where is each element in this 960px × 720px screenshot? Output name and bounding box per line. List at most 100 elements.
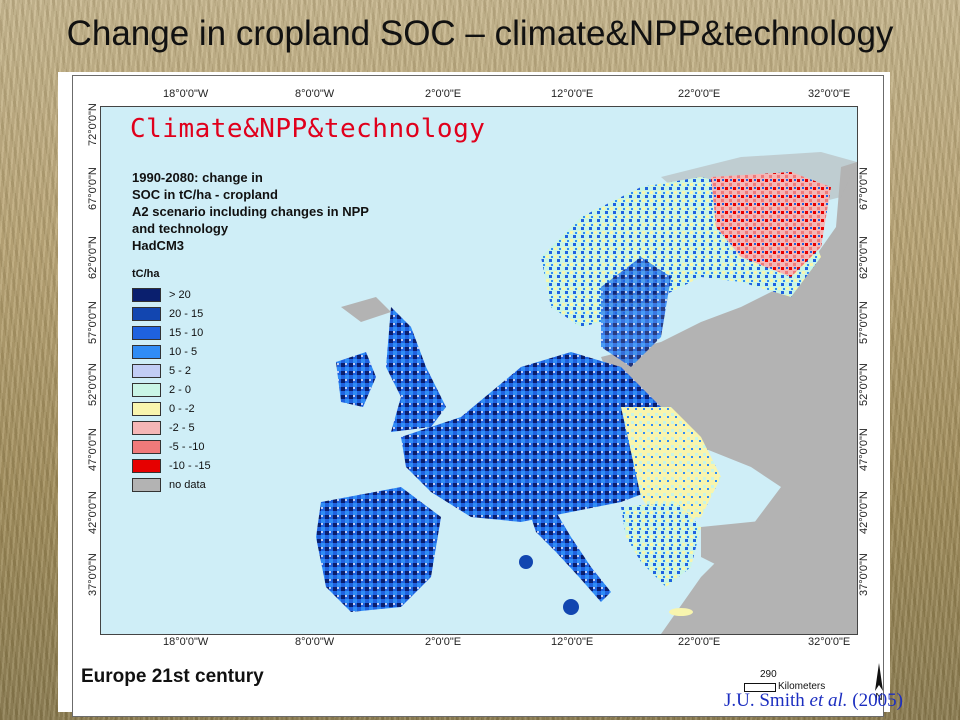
legend-item: no data bbox=[132, 475, 211, 494]
legend-item: -10 - -15 bbox=[132, 456, 211, 475]
lon-label-bottom: 32°0'0"E bbox=[808, 636, 851, 648]
legend-item: 20 - 15 bbox=[132, 304, 211, 323]
lon-label-top: 32°0'0"E bbox=[808, 88, 851, 100]
region-central-europe bbox=[401, 352, 681, 522]
legend-label: no data bbox=[169, 478, 206, 491]
legend-item: -5 - -10 bbox=[132, 437, 211, 456]
legend-label: -5 - -10 bbox=[169, 440, 205, 453]
lon-label-bottom: 8°0'0"W bbox=[295, 636, 335, 648]
citation-etal: et al. bbox=[809, 690, 848, 711]
region-eastern-europe bbox=[621, 407, 721, 527]
legend-swatch bbox=[132, 306, 161, 321]
legend-swatch bbox=[132, 439, 161, 454]
lat-label-left: 37°0'0"N bbox=[87, 553, 99, 596]
lat-label-right: 67°0'0"N bbox=[858, 167, 870, 210]
legend-label: -10 - -15 bbox=[169, 459, 211, 472]
lon-label-bottom: 12°0'0"E bbox=[551, 636, 594, 648]
legend-swatch bbox=[132, 325, 161, 340]
north-label: N bbox=[875, 692, 882, 701]
lat-label-left: 52°0'0"N bbox=[87, 363, 99, 406]
lon-label-bottom: 18°0'0"W bbox=[163, 636, 209, 648]
legend-title-line: SOC in tC/ha - cropland bbox=[132, 187, 278, 202]
scenario-label: Climate&NPP&technology bbox=[130, 114, 486, 144]
lat-label-right: 62°0'0"N bbox=[858, 236, 870, 279]
lat-label-right: 57°0'0"N bbox=[858, 301, 870, 344]
legend-item: 2 - 0 bbox=[132, 380, 211, 399]
slide-title: Change in cropland SOC – climate&NPP&tec… bbox=[66, 14, 894, 53]
region-iberia bbox=[316, 487, 441, 612]
lon-label-top: 22°0'0"E bbox=[678, 88, 721, 100]
legend-title-line: and technology bbox=[132, 221, 229, 236]
lat-label-left: 62°0'0"N bbox=[87, 236, 99, 279]
region-island bbox=[519, 555, 533, 569]
citation: J.U. Smith et al. (2005) bbox=[724, 690, 903, 712]
lat-label-left: 47°0'0"N bbox=[87, 428, 99, 471]
map-panel: 18°0'0"W 8°0'0"W 2°0'0"E 12°0'0"E 22°0'0… bbox=[58, 72, 890, 717]
legend-unit: tC/ha bbox=[132, 268, 160, 280]
map-frame: 18°0'0"W 8°0'0"W 2°0'0"E 12°0'0"E 22°0'0… bbox=[72, 75, 884, 717]
nodata-region-turkey bbox=[701, 517, 841, 577]
legend-label: 10 - 5 bbox=[169, 345, 198, 358]
scale-rect bbox=[744, 683, 776, 692]
legend-label: 0 - -2 bbox=[169, 402, 195, 415]
region-island bbox=[669, 608, 693, 616]
lat-label-right: 47°0'0"N bbox=[858, 428, 870, 471]
scale-value: 290 bbox=[760, 669, 777, 680]
legend-label: > 20 bbox=[169, 288, 191, 301]
legend-label: 5 - 2 bbox=[169, 364, 192, 377]
lon-label-top: 2°0'0"E bbox=[425, 88, 462, 100]
lat-label-left: 72°0'0"N bbox=[87, 103, 99, 146]
legend-item: 10 - 5 bbox=[132, 342, 211, 361]
region-balkans bbox=[621, 502, 701, 587]
legend-label: 15 - 10 bbox=[169, 326, 204, 339]
lat-label-right: 52°0'0"N bbox=[858, 363, 870, 406]
legend-label: 20 - 15 bbox=[169, 307, 204, 320]
legend-swatch bbox=[132, 344, 161, 359]
legend-swatch bbox=[132, 401, 161, 416]
nodata-region-northsea bbox=[341, 297, 391, 322]
nodata-region-east bbox=[601, 162, 857, 634]
region-sweden-south bbox=[601, 257, 671, 367]
lat-label-left: 42°0'0"N bbox=[87, 491, 99, 534]
legend-swatch bbox=[132, 458, 161, 473]
legend-list: > 20 20 - 15 15 - 10 10 - 5 5 - 2 2 - 0 0 - -2… bbox=[132, 285, 211, 494]
region-island bbox=[563, 599, 579, 615]
footer-title: Europe 21st century bbox=[81, 666, 264, 687]
north-arrow-icon: N bbox=[875, 663, 883, 701]
legend-item: 5 - 2 bbox=[132, 361, 211, 380]
europe-map bbox=[316, 152, 857, 634]
scale-unit: Kilometers bbox=[778, 681, 826, 692]
lat-label-left: 67°0'0"N bbox=[87, 167, 99, 210]
region-britain bbox=[386, 307, 446, 432]
legend-title-line: 1990-2080: change in bbox=[132, 170, 263, 185]
legend-item: -2 - 5 bbox=[132, 418, 211, 437]
citation-author: J.U. Smith bbox=[724, 690, 810, 711]
scale-bar: 290 Kilometers bbox=[738, 669, 868, 704]
legend-title-line: HadCM3 bbox=[132, 238, 185, 253]
region-ireland bbox=[336, 352, 376, 407]
legend-title: 1990-2080: change in SOC in tC/ha - crop… bbox=[132, 169, 369, 254]
lon-label-bottom: 2°0'0"E bbox=[425, 636, 462, 648]
legend-label: -2 - 5 bbox=[169, 421, 195, 434]
legend-swatch bbox=[132, 420, 161, 435]
lon-label-top: 12°0'0"E bbox=[551, 88, 594, 100]
region-finland bbox=[711, 172, 831, 277]
citation-year: (2005) bbox=[847, 690, 903, 711]
lon-label-bottom: 22°0'0"E bbox=[678, 636, 721, 648]
legend-swatch bbox=[132, 363, 161, 378]
legend-item: 15 - 10 bbox=[132, 323, 211, 342]
lat-label-right: 42°0'0"N bbox=[858, 491, 870, 534]
lon-label-top: 8°0'0"W bbox=[295, 88, 335, 100]
legend-swatch bbox=[132, 382, 161, 397]
legend-swatch bbox=[132, 477, 161, 492]
legend-swatch bbox=[132, 287, 161, 302]
lat-label-right: 37°0'0"N bbox=[858, 553, 870, 596]
legend-item: > 20 bbox=[132, 285, 211, 304]
lat-label-left: 57°0'0"N bbox=[87, 301, 99, 344]
legend-title-line: A2 scenario including changes in NPP bbox=[132, 204, 369, 219]
lon-label-top: 18°0'0"W bbox=[163, 88, 209, 100]
map-area bbox=[100, 106, 858, 635]
legend-item: 0 - -2 bbox=[132, 399, 211, 418]
region-italy bbox=[531, 512, 611, 602]
legend-label: 2 - 0 bbox=[169, 383, 192, 396]
